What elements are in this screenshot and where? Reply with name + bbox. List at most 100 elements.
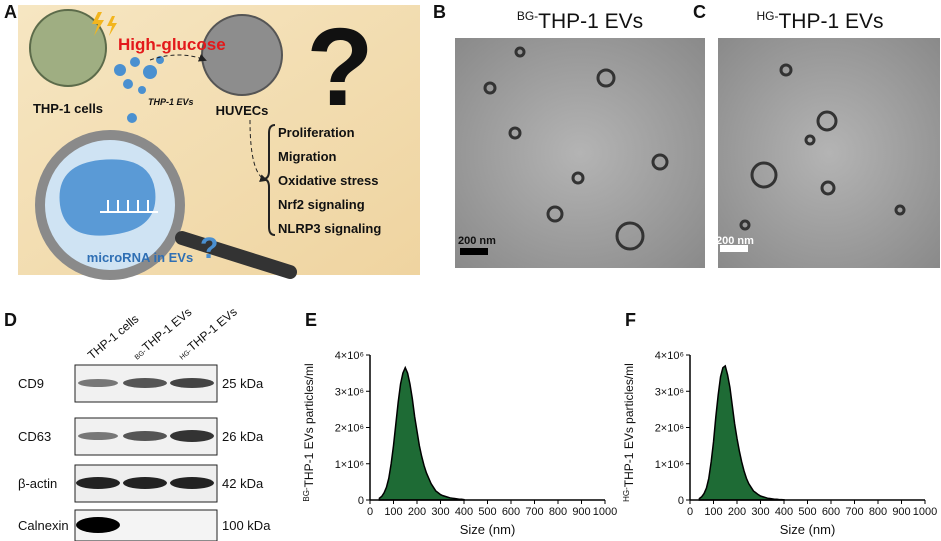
panel-c: C HG-THP-1 EVs 200 nm	[693, 2, 940, 268]
protein-label: CD9	[18, 376, 44, 391]
lightning-icon	[92, 12, 117, 36]
y-tick-label: 0	[358, 495, 364, 507]
vesicles	[483, 46, 669, 251]
lane-name: THP-1 cells	[85, 312, 142, 363]
x-axis-label: Size (nm)	[460, 522, 516, 537]
area	[698, 364, 785, 501]
scale-bar	[720, 245, 748, 252]
scale-bar-label: 200 nm	[716, 235, 754, 247]
panel-title: BG-THP-1 EVs	[517, 9, 643, 33]
size-label: 25 kDa	[222, 376, 264, 391]
vesicles	[739, 63, 906, 231]
blot	[74, 364, 218, 541]
protein-label: CD63	[18, 429, 51, 444]
stimulus-label: High-glucose	[118, 35, 226, 54]
outcome: NLRP3 signaling	[278, 221, 381, 236]
y-tick-label: 3×10⁶	[655, 386, 684, 398]
y-tick-label: 1×10⁶	[655, 459, 684, 471]
ev-icons	[114, 56, 164, 123]
em-image	[718, 38, 940, 268]
y-axis-label: HG-THP-1 EVs particles/ml	[622, 363, 636, 502]
x-tick-label: 900	[572, 506, 590, 518]
panel-letter: D	[4, 310, 17, 330]
outcome: Proliferation	[278, 125, 355, 140]
y-tick-label: 4×10⁶	[335, 350, 364, 362]
lane-label: THP-1 cells	[85, 312, 142, 363]
x-tick-label: 900	[892, 506, 910, 518]
y-label-text: THP-1 EVs particles/ml	[622, 363, 636, 487]
x-tick-label: 400	[775, 506, 793, 518]
x-tick-label: 0	[367, 506, 373, 518]
target-cells-label: HUVECs	[216, 103, 269, 118]
panel-title: HG-THP-1 EVs	[756, 9, 883, 33]
area	[378, 365, 465, 501]
y-tick-label: 2×10⁶	[335, 423, 364, 435]
arrow	[149, 54, 207, 62]
title-text: THP-1 EVs	[778, 10, 883, 33]
rna-icon	[100, 200, 158, 213]
protein-label: Calnexin	[18, 518, 69, 533]
panel-letter: C	[693, 2, 706, 22]
x-tick-label: 100	[704, 506, 722, 518]
x-tick-label: 100	[384, 506, 402, 518]
panel-letter: A	[4, 2, 17, 22]
lane-name: THP-1 EVs	[185, 305, 240, 354]
cargo-label: microRNA in EVs	[87, 250, 193, 265]
em-image	[455, 38, 705, 268]
panel-letter: F	[625, 310, 636, 330]
x-tick-label: 600	[502, 506, 520, 518]
y-tick-label: 1×10⁶	[335, 459, 364, 471]
panel-a: High-glucose THP-1 cells THP-1 EVs HUVEC…	[4, 2, 420, 280]
thp1-cells-image	[29, 9, 107, 87]
size-label: 42 kDa	[222, 476, 264, 491]
title-text: THP-1 EVs	[538, 10, 643, 33]
x-tick-label: 400	[455, 506, 473, 518]
x-tick-label: 500	[478, 506, 496, 518]
x-tick-label: 700	[845, 506, 863, 518]
x-tick-label: 800	[869, 506, 887, 518]
scale-bar	[460, 248, 488, 255]
x-tick-label: 1000	[913, 506, 937, 518]
y-tick-label: 0	[678, 495, 684, 507]
size-label: 100 kDa	[222, 518, 271, 533]
y-label-text: THP-1 EVs particles/ml	[302, 363, 316, 487]
x-axis-label: Size (nm)	[780, 522, 836, 537]
protein-label: β-actin	[18, 476, 57, 491]
size-label: 26 kDa	[222, 429, 264, 444]
panel-b: B BG-THP-1 EVs 200 nm	[433, 2, 705, 268]
question-mark: ?	[200, 232, 218, 265]
x-tick-label: 300	[751, 506, 769, 518]
brace	[262, 124, 276, 236]
x-tick-label: 800	[549, 506, 567, 518]
y-tick-label: 2×10⁶	[655, 423, 684, 435]
lane-name: THP-1 EVs	[139, 305, 194, 354]
panel-letter: E	[305, 310, 317, 330]
scale-bar-label: 200 nm	[458, 235, 496, 247]
y-axis-label: BG-THP-1 EVs particles/ml	[302, 363, 316, 501]
y-tick-label: 3×10⁶	[335, 386, 364, 398]
huvecs-image	[201, 14, 283, 96]
x-tick-label: 200	[408, 506, 426, 518]
magnifier-handle	[175, 231, 297, 279]
question-mark: ?	[306, 6, 373, 129]
outcome: Nrf2 signaling	[278, 197, 365, 212]
x-tick-label: 700	[525, 506, 543, 518]
charts: E 0 1×10⁶ 2×10⁶ 3×10⁶ 4×10⁶ 0 100 200 300 400 500 60…	[302, 310, 937, 537]
source-cells-label: THP-1 cells	[33, 101, 103, 116]
x-tick-label: 0	[687, 506, 693, 518]
panel-letter: B	[433, 2, 446, 22]
arrow	[249, 119, 268, 183]
outcome: Migration	[278, 149, 337, 164]
vesicles-label: THP-1 EVs	[148, 97, 194, 107]
y-label-prefix: BG-	[302, 487, 311, 502]
cell-icon	[59, 159, 156, 236]
outcome: Oxidative stress	[278, 173, 378, 188]
y-label-prefix: HG-	[622, 487, 631, 502]
title-prefix: BG-	[517, 9, 538, 23]
x-tick-label: 600	[822, 506, 840, 518]
y-tick-label: 4×10⁶	[655, 350, 684, 362]
x-tick-label: 300	[431, 506, 449, 518]
x-tick-label: 200	[728, 506, 746, 518]
x-tick-label: 500	[798, 506, 816, 518]
